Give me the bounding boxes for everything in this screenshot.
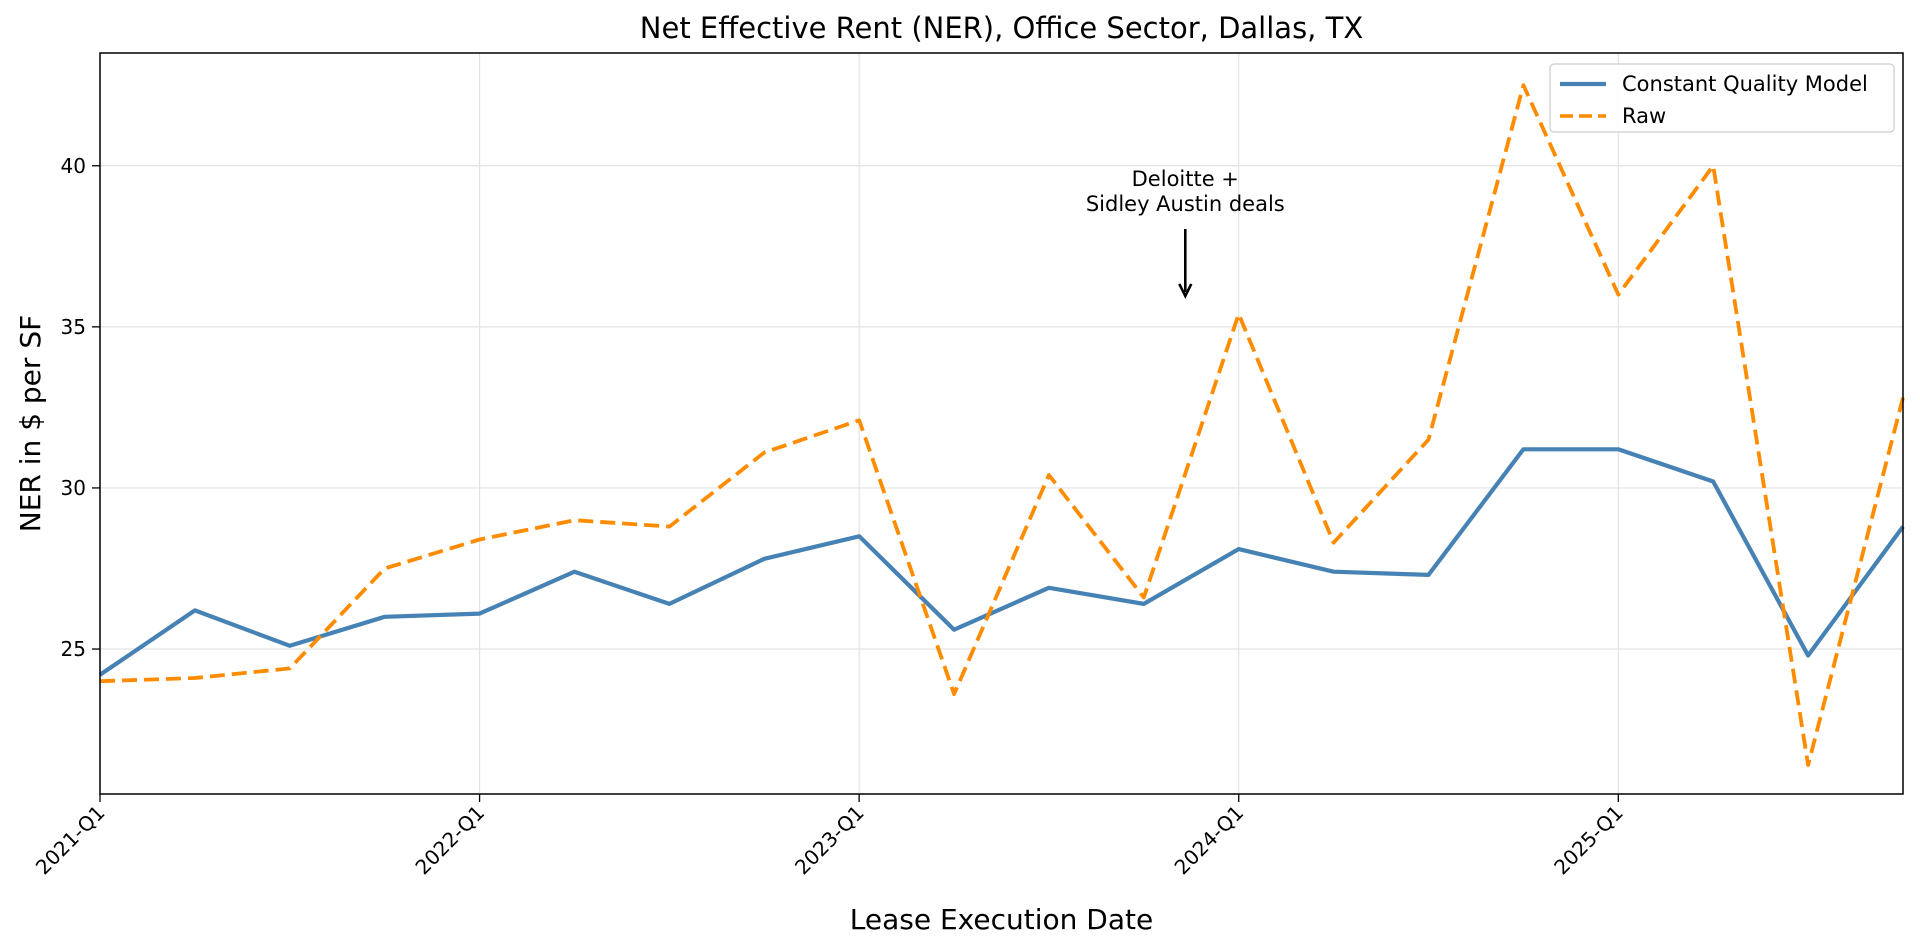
x-tick-label: 2022-Q1 (410, 801, 489, 880)
legend-label-raw: Raw (1622, 104, 1666, 128)
y-axis-label: NER in $ per SF (14, 315, 47, 532)
series-lines (98, 83, 1905, 767)
grid-lines (99, 53, 1903, 794)
x-tick-label: 2025-Q1 (1549, 801, 1628, 880)
annotation-text: Sidley Austin deals (1086, 192, 1285, 216)
y-tick-label: 25 (61, 637, 86, 661)
annotation-arrow-head (1178, 283, 1193, 299)
x-tick-label: 2021-Q1 (31, 801, 110, 880)
x-tick-label: 2024-Q1 (1170, 801, 1249, 880)
chart-title: Net Effective Rent (NER), Office Sector,… (640, 11, 1363, 45)
legend-label-constant-quality-model: Constant Quality Model (1622, 72, 1868, 96)
plot-frame (99, 52, 1904, 795)
axis-ticks: 25 30 35 40 2021-Q1 2022-Q1 2023-Q1 2024-Q1 2025… (31, 154, 1628, 880)
x-tick-label: 2023-Q1 (790, 801, 869, 880)
series-line-raw (99, 83, 1905, 767)
legend-box (1549, 63, 1895, 133)
legend: Constant Quality Model Raw (1549, 63, 1895, 133)
series-line-constant-quality-model (98, 447, 1905, 677)
y-tick-label: 35 (61, 315, 86, 339)
annotation-text: Deloitte + (1132, 167, 1239, 191)
y-tick-label: 40 (61, 154, 86, 178)
x-axis-label: Lease Execution Date (850, 903, 1153, 936)
y-tick-label: 30 (61, 476, 86, 500)
annotation: Deloitte +Sidley Austin deals (1086, 167, 1285, 299)
